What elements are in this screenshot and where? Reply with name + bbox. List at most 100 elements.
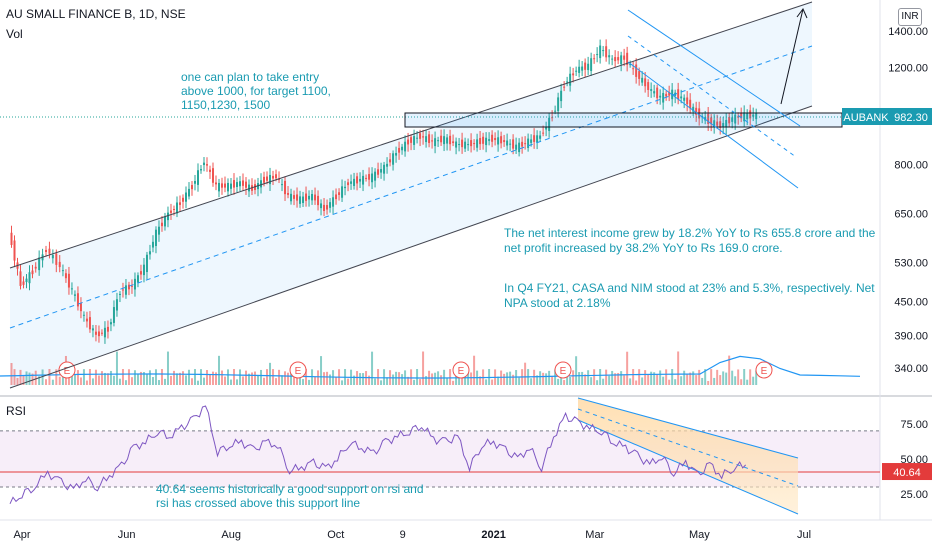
volume-bar	[106, 373, 109, 385]
volume-bar	[644, 370, 647, 385]
volume-bar	[41, 369, 44, 385]
volume-bar	[88, 369, 91, 385]
candle-body	[500, 136, 503, 144]
candle-body	[199, 169, 202, 171]
volume-bar	[713, 377, 716, 385]
rsi-channel-upper	[577, 397, 799, 459]
volume-bar	[425, 376, 428, 385]
candle-body	[395, 153, 398, 156]
candle-body	[509, 143, 512, 145]
volume-bar	[302, 379, 305, 385]
candle-body	[38, 257, 41, 271]
candle-body	[620, 55, 623, 65]
candle-body	[320, 203, 323, 209]
volume-bar	[677, 351, 680, 385]
volume-bar	[196, 380, 199, 385]
volume-bar	[28, 372, 31, 385]
earnings-marker-icon	[452, 361, 470, 379]
volume-bar	[278, 369, 281, 385]
volume-bar	[701, 377, 704, 385]
candle-body	[344, 186, 347, 189]
candle-body	[73, 294, 76, 296]
volume-bar	[569, 376, 572, 385]
candle-body	[434, 138, 437, 147]
candle-body	[518, 142, 521, 153]
price-axis-label: 340.00	[894, 363, 928, 375]
earnings-marker-label: E	[761, 366, 768, 377]
volume-bar	[491, 379, 494, 385]
candle-body	[22, 281, 25, 285]
volume-bar	[419, 379, 422, 385]
volume-bar	[178, 372, 181, 385]
candle-body	[524, 143, 527, 145]
candle-body	[221, 183, 224, 188]
candle-body	[335, 194, 338, 200]
candle-body	[419, 133, 422, 139]
rsi-channel-mid	[577, 408, 799, 487]
candle-body	[602, 50, 605, 52]
volume-bar	[193, 369, 196, 385]
volume-bar	[539, 371, 542, 385]
candle-body	[311, 194, 314, 201]
volume-bar	[536, 375, 539, 385]
candle-body	[683, 97, 686, 101]
candle-body	[208, 169, 211, 172]
volume-bar	[124, 380, 127, 385]
candle-body	[82, 314, 85, 316]
volume-bar	[548, 370, 551, 385]
candle-body	[163, 216, 166, 227]
volume-bar	[136, 374, 139, 385]
candle-body	[196, 170, 199, 185]
candle-body	[112, 307, 115, 323]
volume-bar	[148, 370, 151, 385]
candle-body	[88, 317, 91, 330]
candle-body	[440, 135, 443, 143]
volume-bar	[581, 371, 584, 385]
candle-body	[722, 123, 725, 128]
volume-bar	[410, 369, 413, 385]
candle-body	[503, 140, 506, 143]
candle-body	[299, 196, 302, 204]
candle-body	[166, 212, 169, 221]
candle-body	[227, 182, 230, 192]
time-axis-label: 9	[400, 529, 406, 541]
candle-body	[184, 192, 187, 202]
volume-bar	[722, 371, 725, 385]
candle-body	[236, 182, 239, 188]
volume-bar	[431, 373, 434, 385]
volume-bar	[70, 371, 73, 385]
volume-bar	[254, 371, 257, 385]
candle-body	[245, 181, 248, 188]
volume-bar	[335, 377, 338, 385]
volume-bar	[635, 380, 638, 385]
candle-body	[443, 136, 446, 145]
candle-body	[290, 193, 293, 202]
volume-bar	[695, 375, 698, 385]
candle-body	[497, 137, 500, 145]
volume-bar	[190, 378, 193, 385]
candle-body	[584, 62, 587, 70]
candle-body	[380, 169, 383, 173]
channel-mid-line	[9, 45, 813, 329]
candle-body	[64, 273, 67, 279]
candle-body	[374, 171, 377, 181]
candle-body	[617, 57, 620, 61]
volume-bar	[473, 355, 476, 385]
time-axis-label: Jul	[797, 529, 811, 541]
volume-bar	[524, 362, 527, 385]
candle-body	[100, 332, 103, 334]
desc-channel-mid	[627, 35, 797, 158]
volume-bar	[668, 379, 671, 385]
candle-body	[695, 107, 698, 115]
volume-bar	[386, 377, 389, 385]
volume-bar	[464, 374, 467, 385]
candle-body	[127, 284, 130, 290]
currency-button[interactable]: INR	[898, 8, 922, 26]
candle-body	[136, 275, 139, 283]
candle-body	[139, 271, 142, 275]
volume-bar	[202, 377, 205, 385]
volume-bar	[638, 369, 641, 385]
volume-bar	[710, 369, 713, 385]
candle-body	[79, 303, 82, 312]
time-axis-label: Mar	[585, 529, 604, 541]
